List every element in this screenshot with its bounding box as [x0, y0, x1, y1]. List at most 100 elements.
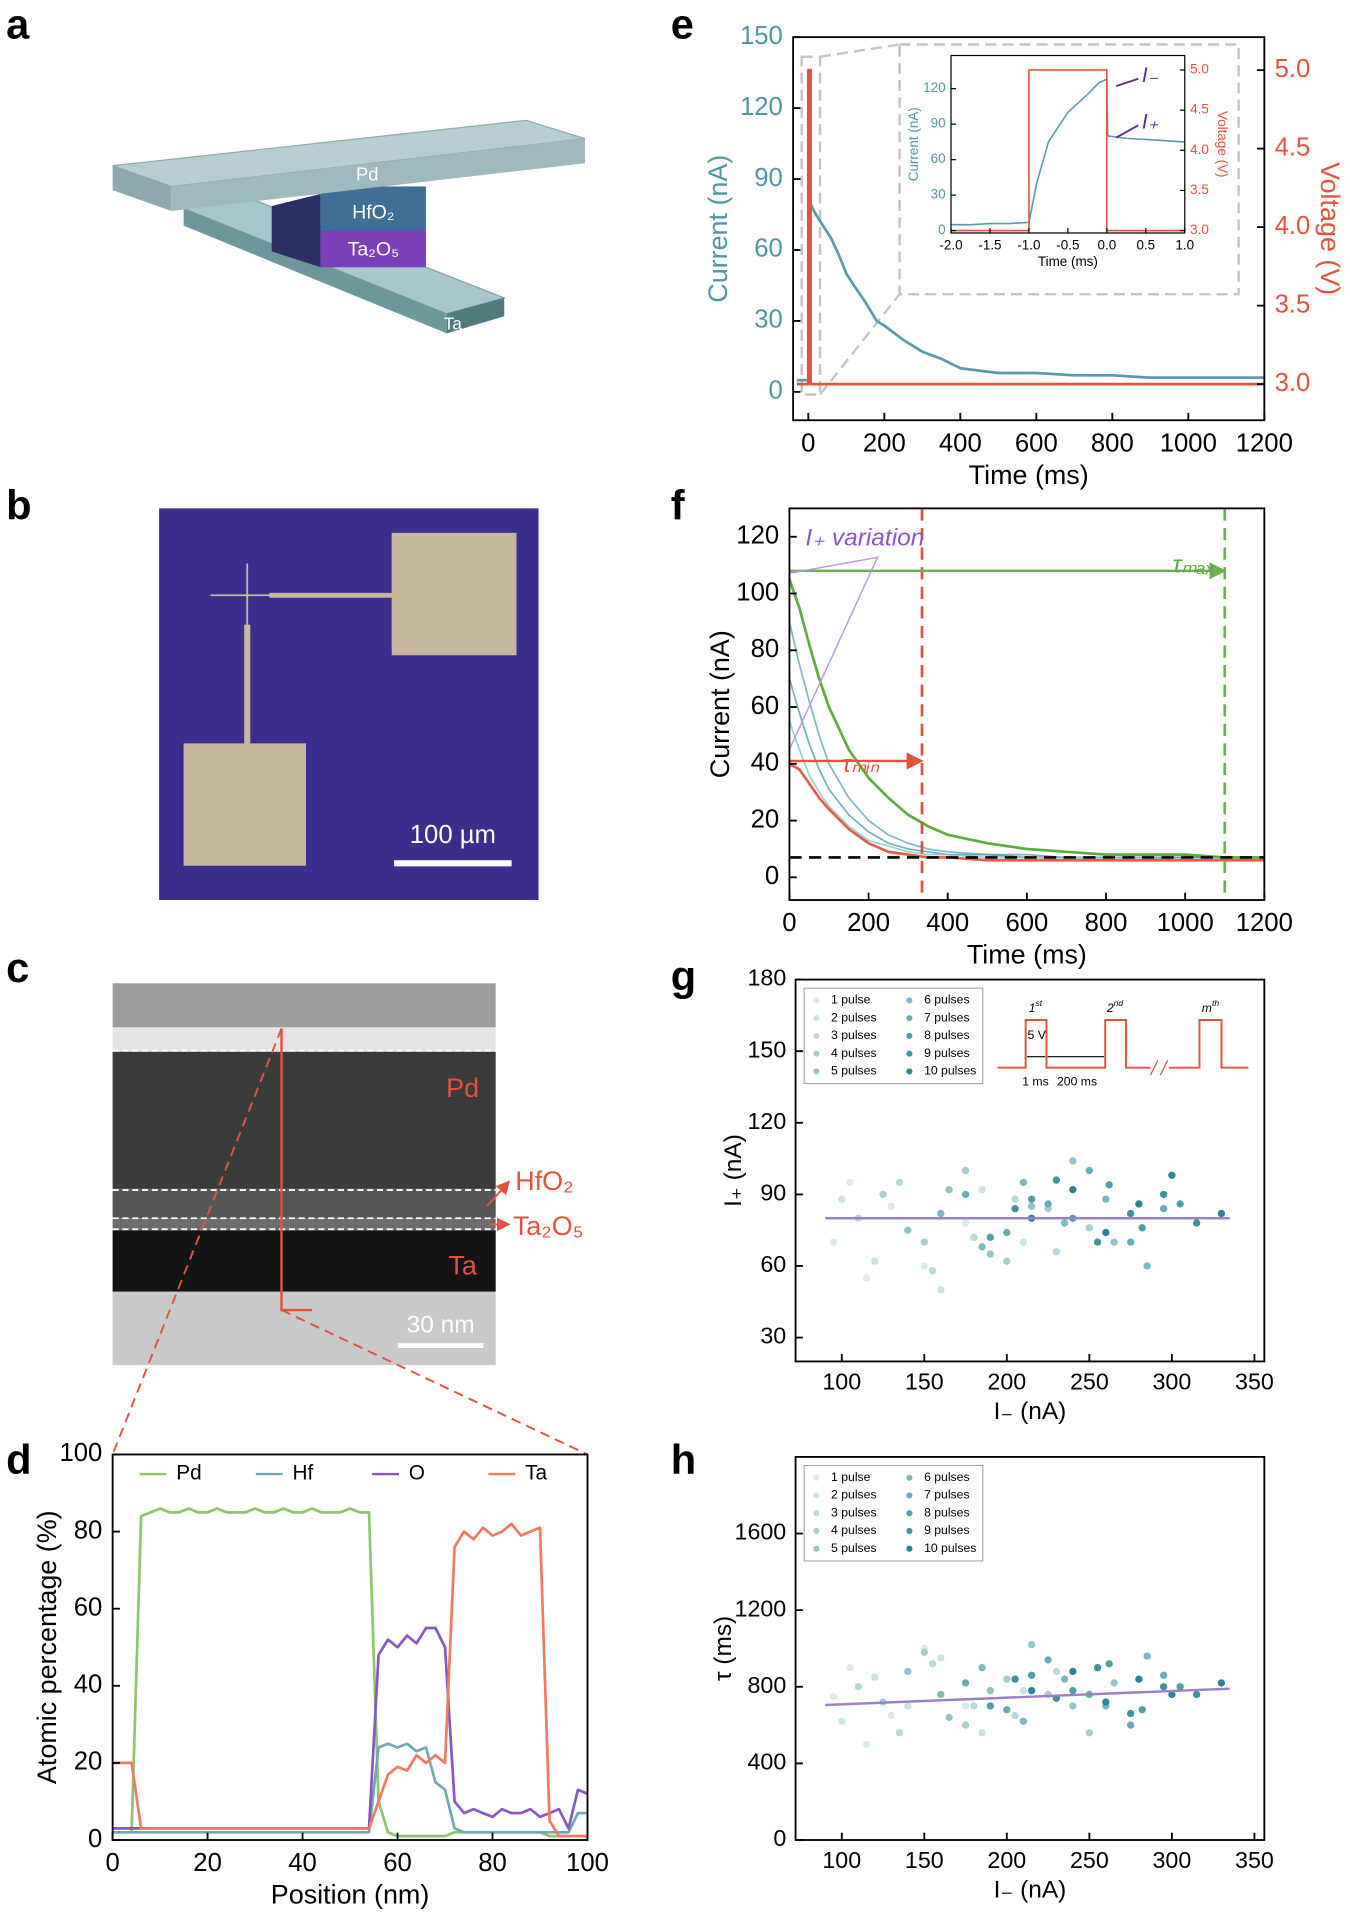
data-point: [887, 1711, 895, 1720]
pulse-label: 1 ms: [1022, 1075, 1048, 1089]
data-point: [1126, 1709, 1135, 1718]
legend-swatch: [906, 1545, 913, 1552]
y-tick-label: 1200: [735, 1595, 787, 1621]
data-point: [961, 1702, 970, 1710]
data-point: [1093, 1663, 1102, 1672]
data-point: [904, 1702, 912, 1710]
x-tick-label: 800: [1085, 909, 1128, 937]
y-tick-label: 0: [769, 377, 783, 405]
data-point: [1102, 1195, 1110, 1203]
y-tick-label: 0: [938, 222, 945, 237]
data-point: [1003, 1228, 1011, 1237]
data-line: [796, 68, 1265, 386]
data-point: [838, 1717, 846, 1725]
pointer: [1115, 124, 1139, 139]
device-schematic: Pd HfO₂ Ta₂O₅ Ta: [112, 119, 586, 334]
y2-tick-label: 5.0: [1275, 55, 1311, 83]
data-point: [1003, 1675, 1011, 1683]
data-point: [904, 1226, 912, 1234]
data-point: [1044, 1200, 1052, 1208]
y2-tick-label: 4.0: [1275, 212, 1311, 240]
data-line: [950, 78, 1185, 226]
data-point: [928, 1660, 937, 1668]
y-tick-label: 60: [74, 1593, 103, 1621]
x-tick-label: -2.0: [939, 237, 962, 252]
legend-label: O: [409, 1462, 425, 1485]
x-axis-label: Position (nm): [271, 1880, 430, 1910]
y2-tick-label: 4.5: [1190, 102, 1209, 117]
legend-swatch: [813, 1068, 820, 1075]
annotation: τₘᵢₙ: [842, 751, 879, 778]
pulse-label: 200 ms: [1057, 1075, 1097, 1089]
data-point: [1159, 1671, 1168, 1679]
y2-tick-label: 5.0: [1190, 62, 1209, 77]
inset-background: [902, 46, 1237, 292]
y2-tick-label: 4.0: [1190, 142, 1209, 157]
data-point: [1159, 1190, 1168, 1199]
data-point: [1126, 1209, 1135, 1218]
x-tick-label: 0: [782, 909, 796, 937]
x-tick-label: 1.0: [1175, 237, 1194, 252]
legend-label: 8 pulses: [924, 1505, 970, 1519]
data-point: [970, 1702, 978, 1710]
data-point: [1168, 1171, 1176, 1179]
legend-label: Pd: [176, 1462, 201, 1485]
layer-label: HfO₂: [352, 202, 394, 224]
x-tick-label: 20: [193, 1849, 222, 1877]
x-tick-label: 150: [905, 1847, 944, 1873]
y-tick-label: 1600: [735, 1519, 787, 1545]
data-point: [1093, 1238, 1102, 1246]
y2-tick-label: 3.0: [1190, 222, 1209, 237]
data-point: [961, 1190, 970, 1199]
y-axis-label: I₊ (nA): [720, 1134, 747, 1207]
data-point: [1135, 1200, 1143, 1208]
data-point: [1052, 1667, 1061, 1676]
pulse-schematic: 1st 2nd mth 5 V 1 ms 200 ms: [997, 998, 1249, 1089]
data-point: [1126, 1721, 1135, 1729]
y-tick-label: 150: [747, 1036, 786, 1062]
data-point: [970, 1233, 978, 1242]
x-tick-label: 1200: [1236, 909, 1293, 937]
x-tick-label: -1.5: [978, 237, 1001, 252]
legend-swatch: [813, 1510, 820, 1517]
panel-label: b: [6, 481, 31, 528]
y-tick-label: 90: [760, 1180, 786, 1206]
panel-label: f: [671, 481, 685, 528]
data-point: [871, 1673, 879, 1681]
y-tick-label: 20: [74, 1748, 103, 1776]
x-tick-label: 1000: [1160, 429, 1217, 457]
data-point: [961, 1679, 970, 1687]
data-point: [1085, 1166, 1094, 1175]
data-point: [961, 1166, 970, 1175]
layer-label: Ta: [448, 1250, 476, 1280]
legend-swatch: [813, 997, 820, 1004]
y-tick-label: 120: [923, 80, 945, 95]
data-point: [829, 1692, 838, 1701]
legend-label: 2 pulses: [831, 1010, 877, 1024]
data-point: [895, 1729, 904, 1737]
data-point: [1159, 1205, 1168, 1213]
legend-box: [803, 987, 984, 1085]
x-tick-label: 300: [1152, 1369, 1191, 1395]
data-line: [788, 720, 1265, 862]
pulse-label: mth: [1202, 998, 1220, 1015]
x-tick-label: 600: [1005, 909, 1048, 937]
data-point: [854, 1683, 862, 1691]
annotation: I₊ variation: [805, 524, 924, 551]
data-line: [950, 69, 1185, 232]
y-tick-label: 150: [740, 22, 783, 50]
data-point: [1192, 1690, 1201, 1699]
data-point: [862, 1274, 871, 1282]
y-tick-label: 120: [747, 1108, 786, 1134]
legend-swatch: [813, 1015, 820, 1022]
data-point: [879, 1190, 887, 1199]
x-tick-label: 0.5: [1136, 237, 1155, 252]
plot-frame: [794, 978, 1266, 1363]
data-point: [1105, 1181, 1113, 1189]
x-axis-label: Time (ms): [1038, 254, 1098, 269]
x-tick-label: 200: [863, 429, 906, 457]
legend-label: 8 pulses: [924, 1028, 970, 1042]
data-point: [1217, 1679, 1226, 1687]
data-point: [1143, 1652, 1151, 1660]
